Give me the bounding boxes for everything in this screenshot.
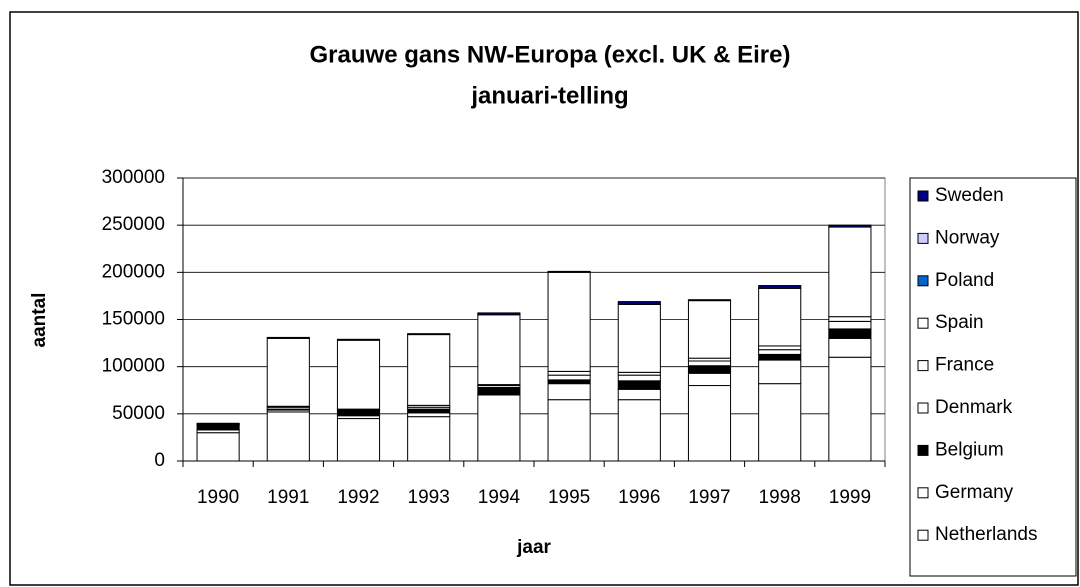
legend-label: Germany	[935, 482, 1014, 503]
legend-label: Spain	[935, 312, 984, 333]
bar-segment	[758, 285, 802, 289]
bar-segment	[687, 299, 732, 302]
legend-swatch	[917, 232, 929, 244]
bar-segment	[407, 333, 451, 336]
bar-segment	[828, 226, 872, 318]
bar-segment	[547, 383, 591, 401]
bar-segment	[758, 353, 802, 361]
legend-swatch	[917, 317, 929, 329]
bar-segment	[336, 339, 381, 410]
legend-label: Belgium	[935, 439, 1004, 460]
x-tick-label: 1993	[408, 487, 450, 508]
bar-segment	[266, 337, 310, 407]
bar-segment	[547, 271, 591, 372]
bar-segment	[477, 312, 521, 316]
bar-segment	[828, 320, 872, 330]
bar-segment	[266, 336, 310, 339]
y-tick-label: 50000	[112, 403, 165, 424]
bar-segment	[617, 388, 661, 401]
legend-label: Poland	[935, 270, 994, 291]
bar-segment	[828, 316, 872, 322]
legend-swatch	[917, 529, 929, 541]
bar-segment	[687, 360, 732, 367]
x-tick-label: 1990	[197, 487, 239, 508]
bar-segment	[828, 224, 872, 228]
bar-segment	[196, 432, 240, 462]
legend-swatch	[917, 360, 929, 372]
legend-label: Norway	[935, 227, 1000, 248]
x-tick-label: 1991	[267, 487, 309, 508]
legend-swatch	[917, 402, 929, 414]
x-tick-label: 1996	[618, 487, 660, 508]
bar-segment	[758, 287, 802, 347]
bar-segment	[477, 386, 521, 395]
y-tick-label: 150000	[102, 309, 165, 330]
y-tick-label: 100000	[102, 356, 165, 377]
bar-segment	[477, 394, 521, 462]
bar-segment	[407, 334, 451, 406]
bar-segment	[617, 374, 661, 382]
bar-segment	[828, 356, 872, 462]
bar-segment	[547, 374, 591, 381]
legend-label: Denmark	[935, 397, 1013, 418]
bar-segment	[547, 379, 591, 385]
x-tick-label: 1999	[829, 487, 871, 508]
bar-segment	[828, 328, 872, 339]
legend-swatch	[917, 275, 929, 287]
bar-segment	[547, 270, 591, 273]
bar-segment	[407, 412, 451, 418]
y-tick-label: 250000	[102, 214, 165, 235]
bar-segment	[547, 399, 591, 462]
x-tick-label: 1994	[478, 487, 521, 508]
chart-subtitle: januari-telling	[470, 82, 628, 109]
legend-label: France	[935, 355, 994, 376]
legend-swatch	[917, 444, 929, 456]
bar-segment	[336, 338, 381, 341]
x-tick-label: 1995	[548, 487, 590, 508]
legend-swatch	[917, 190, 929, 202]
bar-segment	[758, 383, 802, 462]
y-tick-label: 300000	[102, 167, 165, 188]
legend-label: Netherlands	[935, 524, 1037, 545]
legend-swatch	[917, 487, 929, 499]
bar-segment	[266, 411, 310, 462]
bar-segment	[196, 424, 240, 431]
y-tick-label: 0	[154, 450, 165, 471]
bar-segment	[758, 345, 802, 351]
bar-segment	[407, 416, 451, 462]
bar-segment	[336, 418, 381, 462]
x-axis-label: jaar	[516, 537, 551, 558]
x-tick-label: 1998	[759, 487, 801, 508]
bar-segment	[336, 410, 381, 417]
bar-segment	[687, 372, 732, 387]
bar-segment	[758, 359, 802, 385]
x-tick-label: 1997	[688, 487, 730, 508]
bar-segment	[617, 303, 661, 373]
legend-box	[909, 177, 1077, 577]
bar-segment	[687, 385, 732, 462]
bar-segment	[687, 300, 732, 359]
bar-segment	[758, 349, 802, 355]
chart-title: Grauwe gans NW-Europa (excl. UK & Eire)	[310, 41, 791, 68]
legend-label: Sweden	[935, 185, 1004, 206]
y-tick-label: 200000	[102, 261, 165, 282]
y-axis-label: aantal	[29, 293, 50, 348]
bar-segment	[828, 337, 872, 358]
bar-segment	[477, 314, 521, 386]
bar-segment	[407, 408, 451, 414]
bar-segment	[617, 301, 661, 305]
bar-segment	[547, 370, 591, 376]
bar-segment	[617, 380, 661, 390]
x-tick-label: 1992	[337, 487, 379, 508]
bar-segment	[617, 399, 661, 462]
bar-segment	[687, 365, 732, 374]
